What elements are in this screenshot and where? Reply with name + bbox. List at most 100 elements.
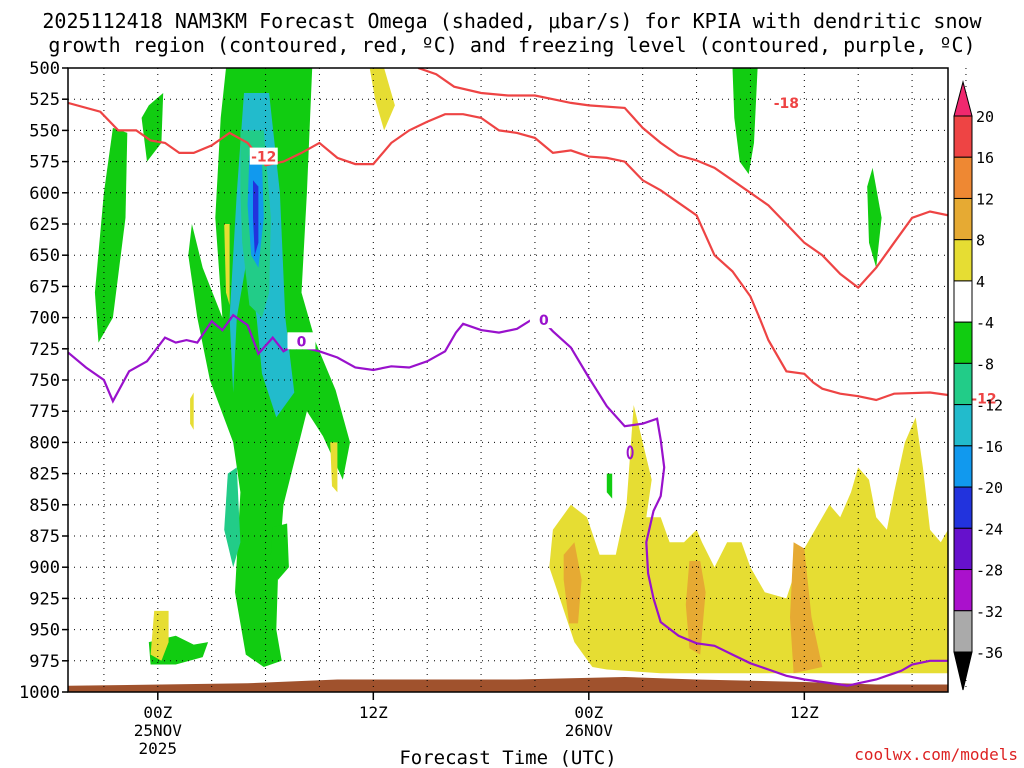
omega-region-teal-low [224,467,241,568]
colorbar-box [953,156,973,199]
colorbar-box [953,197,973,241]
colorbar-label: -4 [976,314,994,332]
omega-region-green-small-a [270,523,289,580]
colorbar-label: 8 [976,232,985,250]
omega-region-yellow-small-c [330,442,338,493]
dgz-contour-upper-label: -12 [251,150,276,166]
omega-region-green-top-right [980,68,1024,193]
y-tick-label: 925 [29,589,60,609]
y-tick-label: 975 [29,652,60,672]
colorbar-label: -36 [976,644,1003,662]
colorbar-box [953,569,973,612]
chart-title-line1: 2025112418 NAM3KM Forecast Omega (shaded… [42,9,982,33]
freezing-level-contour [68,313,948,687]
dgz-contour-1-label: -18 [774,96,799,112]
contours [68,68,948,687]
colorbar-label: -24 [976,520,1003,538]
colorbar-label: -32 [976,603,1003,621]
x-tick-label: 00Z [574,703,603,722]
colorbar-label: -12 [976,397,1003,415]
y-tick-label: 950 [29,621,60,641]
contour-labels: -12 -18 -12 0 0 [249,93,998,408]
y-axis: 500 525 550 575 600 625 650 675 700 725 750 775 800 8… [19,59,68,703]
y-tick-label: 525 [29,90,60,110]
omega-region-green-mid-top [732,68,758,175]
freezing-level-2-label-bg [529,311,558,329]
y-tick-label: 750 [29,371,60,391]
dgz-contour--12 [68,101,948,402]
omega-region-darkblue-core [253,180,259,256]
dgz-contour-0-label: -12 [971,392,996,408]
colorbar-box [953,486,973,529]
colorbar-label: -16 [976,438,1003,456]
y-tick-label: 775 [29,402,60,422]
dgz-contour-0-label-bg [969,389,998,407]
x-tick-label: 2025 [139,739,178,758]
omega-region-green-mid-col [867,167,882,268]
freezing-level-label: 0 [297,334,307,350]
x-tick-label: 12Z [790,703,819,722]
dgz-contour-1-label-bg [772,93,801,111]
dgz-contour--18 [417,68,948,290]
colorbar-label: 4 [976,273,985,291]
y-tick-label: 900 [29,558,60,578]
colorbar-box [953,527,973,571]
y-tick-label: 800 [29,433,60,453]
colorbar-box [953,321,973,364]
omega-shading [94,68,1024,674]
surface-terrain [68,677,948,692]
omega-region-yellow-small-a [150,610,169,661]
omega-region-yellow-top [369,68,395,131]
colorbar-box [953,404,973,447]
colorbar-label: -28 [976,562,1003,580]
omega-region-orange-c [790,542,823,674]
x-tick-label: 26NOV [565,721,614,740]
y-tick-label: 700 [29,309,60,329]
y-tick-label: 1000 [19,683,60,703]
colorbar-box [953,362,973,406]
colorbar-box [953,610,973,653]
freezing-level-cell [626,445,634,460]
colorbar-label: 16 [976,149,994,167]
omega-region-orange-b [685,561,706,655]
x-tick-label: 25NOV [134,721,183,740]
colorbar-box [953,280,973,323]
surface-band [68,677,948,692]
y-tick-label: 875 [29,527,60,547]
omega-region-green-small-b [606,473,613,499]
colorbar-bottom-arrow [953,651,973,691]
x-tick-label: 00Z [143,703,172,722]
y-tick-label: 500 [29,59,60,79]
colorbar-box [953,115,973,158]
colorbar-label: 20 [976,108,994,126]
y-tick-label: 650 [29,246,60,266]
omega-region-orange-d [1013,430,1024,655]
plot-area: -12 -18 -12 0 0 [67,67,1024,693]
y-tick-label: 725 [29,340,60,360]
omega-region-yellow-small-d [224,224,230,306]
dgz-contour-upper-label-bg [249,147,278,165]
omega-region-yellow-main [549,405,948,674]
y-tick-label: 825 [29,465,60,485]
omega-region-yellow-small-b [190,392,194,430]
x-axis-title: Forecast Time (UTC) [399,747,616,768]
y-tick-label: 550 [29,121,60,141]
colorbar-label: -8 [976,355,994,373]
omega-region-orange-a [563,542,582,624]
chart-title-line2: growth region (contoured, red, ºC) and f… [48,33,975,57]
y-tick-label: 850 [29,496,60,516]
colorbar-label: -20 [976,479,1003,497]
colorbar-box [953,239,973,282]
colorbar-box [953,445,973,488]
y-tick-label: 600 [29,184,60,204]
freezing-level-2-label: 0 [539,313,549,329]
site-credit: coolwx.com/models [854,745,1018,764]
y-tick-label: 675 [29,277,60,297]
colorbar-top-arrow [953,80,973,117]
colorbar-label: 12 [976,190,994,208]
y-tick-label: 575 [29,153,60,173]
colorbar: 20 16 12 8 4 -4 -8 -12 -16 -20 -24 -28 -32 -36 [953,80,1003,691]
x-tick-label: 12Z [359,703,388,722]
